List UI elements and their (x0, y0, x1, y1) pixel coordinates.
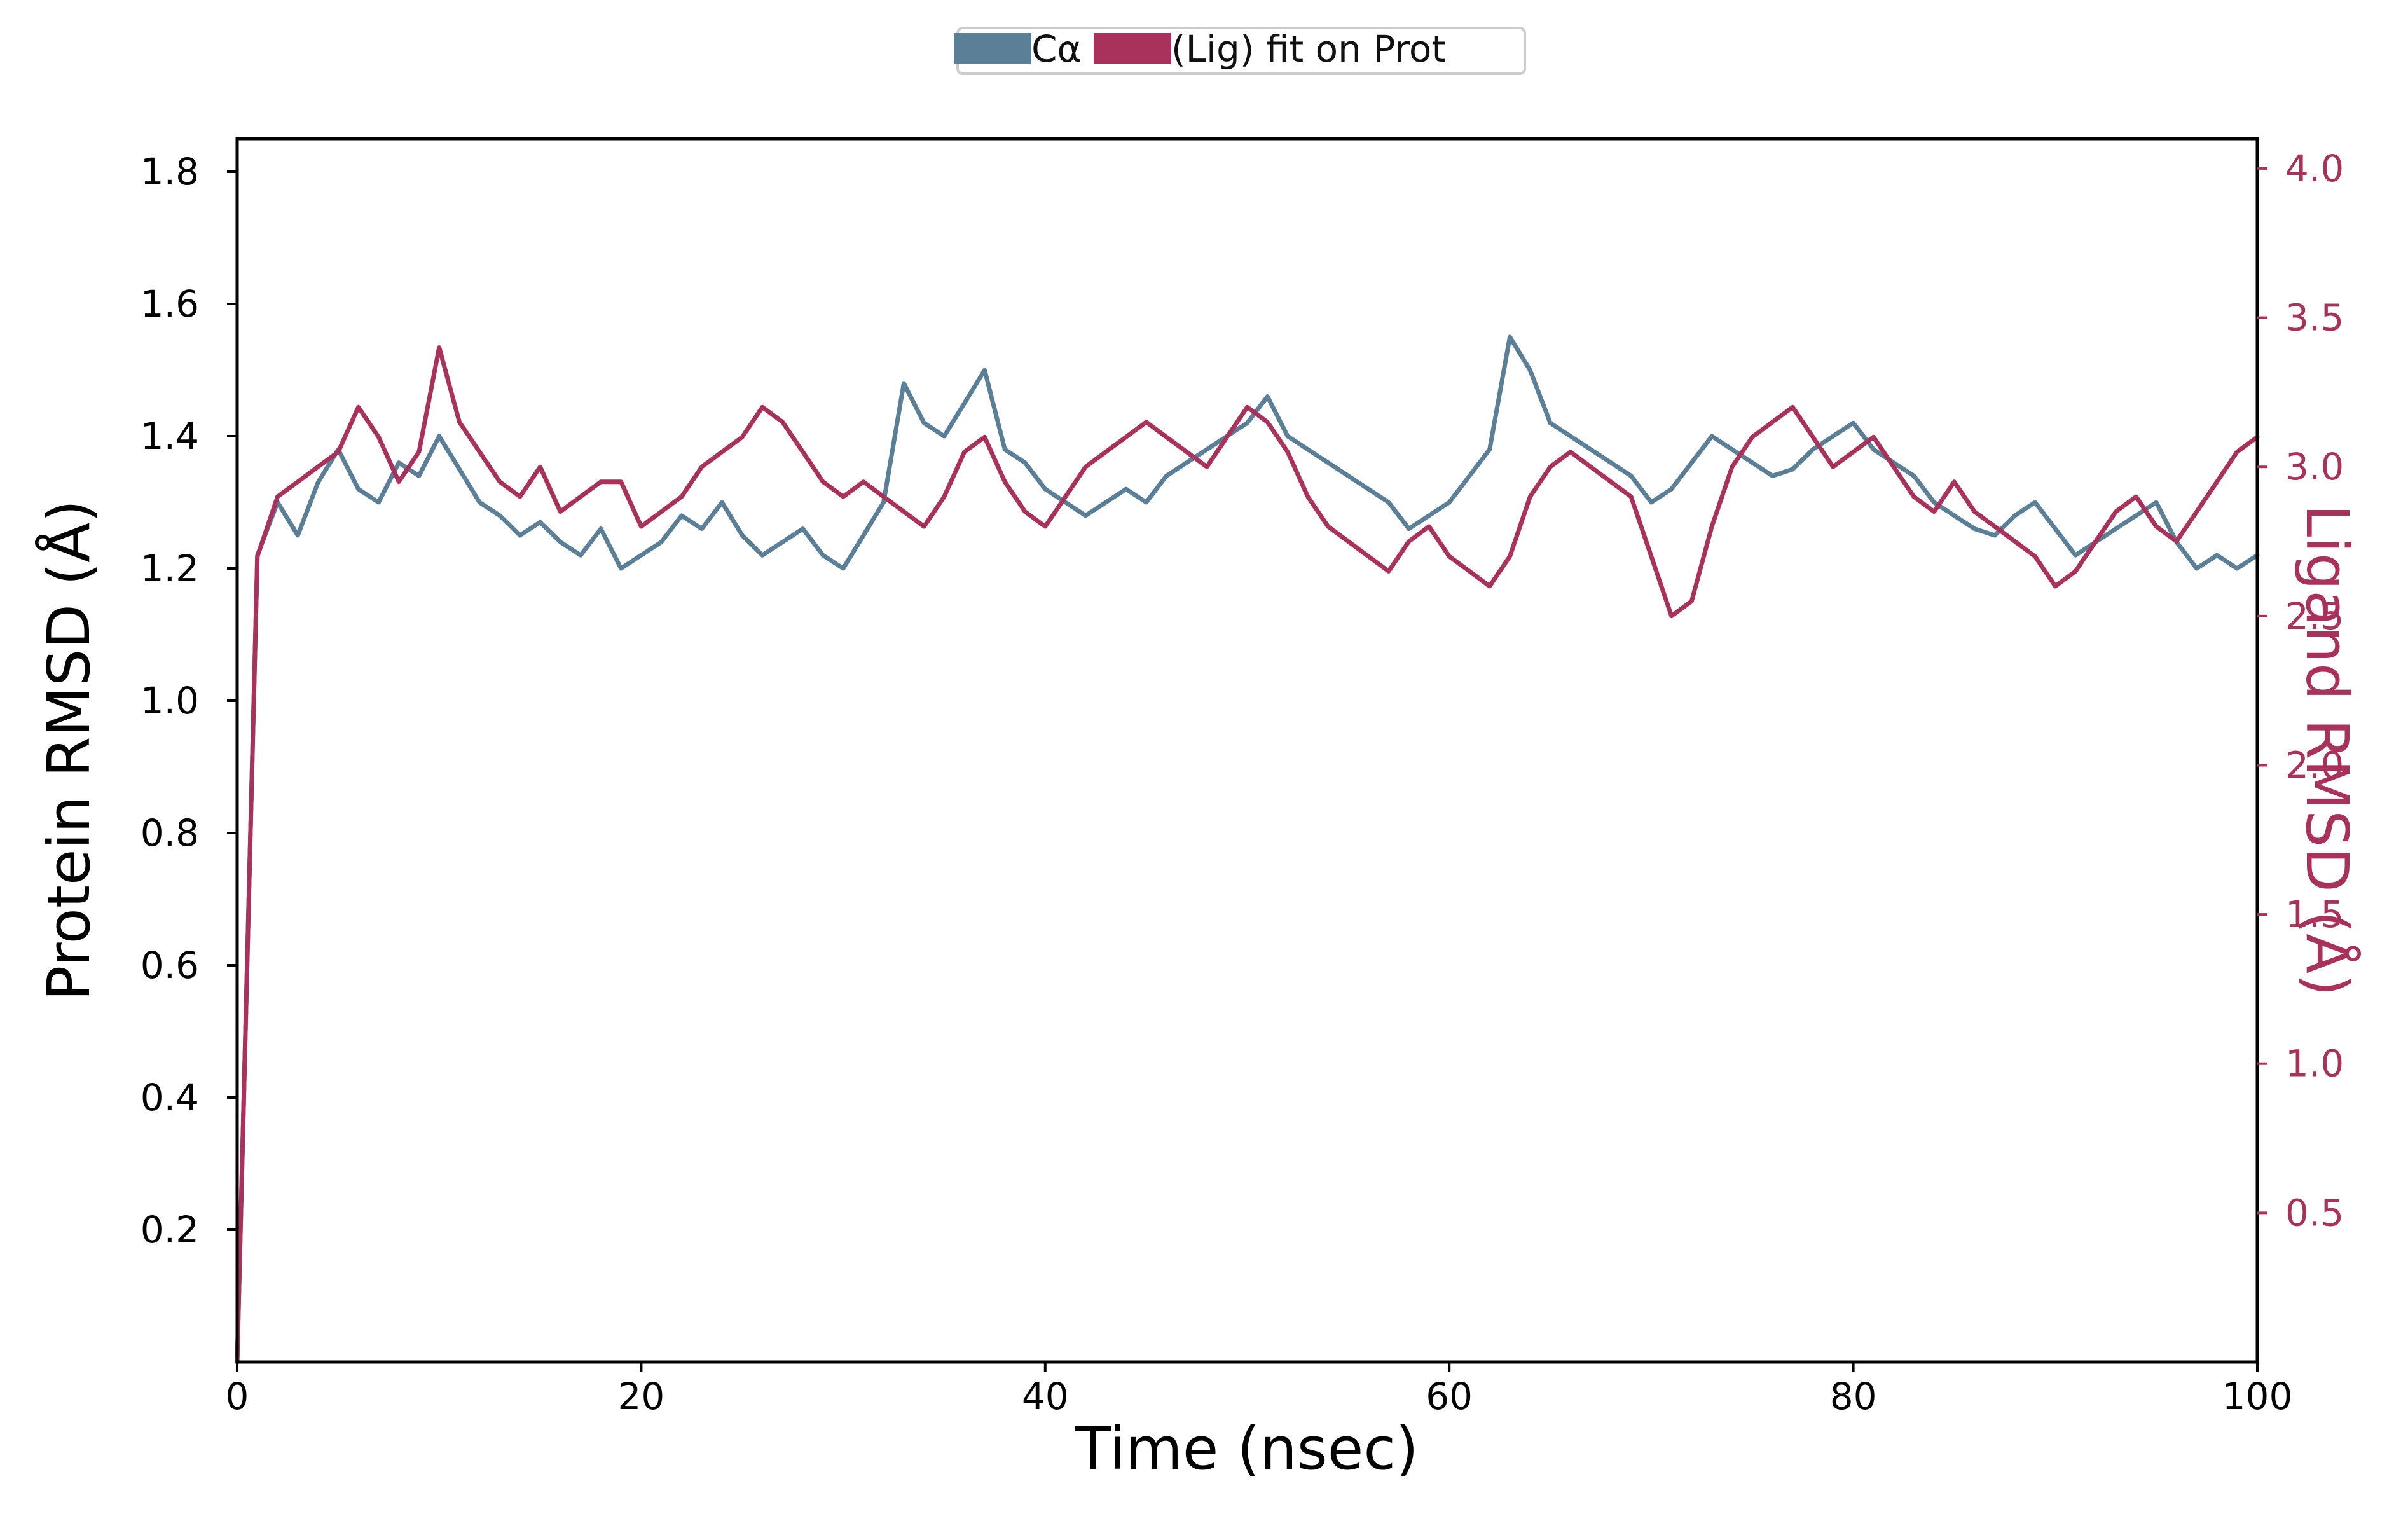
x-tick-label: 60 (1426, 1375, 1473, 1418)
y-axis-left: 0.2 0.4 0.6 0.8 1.0 1.2 1.4 1.6 1.8 (141, 150, 237, 1251)
x-tick-label: 40 (1022, 1375, 1069, 1418)
legend-swatch-ca (954, 33, 1031, 64)
x-tick-label: 100 (2222, 1375, 2293, 1418)
y-axis-right: 0.5 1.0 1.5 2.0 2.5 3.0 3.5 4.0 (2257, 147, 2344, 1234)
series-line-ligand (235, 345, 2260, 1365)
y-axis-left-label: Protein RMSD (Å) (34, 500, 103, 1001)
y-left-tick-label: 1.0 (141, 679, 199, 722)
series-layer (235, 334, 2260, 1365)
y-left-tick-label: 1.6 (141, 282, 199, 326)
y-right-tick-label: 3.5 (2285, 296, 2344, 340)
legend: Cα (Lig) fit on Prot (954, 27, 1526, 75)
legend-swatch-ligand (1094, 33, 1171, 64)
legend-label-ca: Cα (1031, 27, 1082, 71)
x-axis-label: Time (nsec) (1075, 1415, 1419, 1483)
x-axis: 0 20 40 60 80 100 (226, 1362, 2293, 1418)
y-right-tick-label: 1.5 (2285, 893, 2344, 936)
y-right-tick-label: 1.0 (2285, 1042, 2344, 1085)
y-left-tick-label: 0.8 (141, 811, 199, 855)
y-left-tick-label: 1.4 (141, 415, 199, 458)
y-left-tick-label: 1.2 (141, 547, 199, 590)
plot-frame (235, 137, 2259, 1364)
y-left-tick-label: 1.8 (141, 150, 199, 193)
x-tick-label: 80 (1830, 1375, 1877, 1418)
legend-label-ligand: (Lig) fit on Prot (1171, 27, 1446, 71)
y-right-tick-label: 3.0 (2285, 445, 2344, 488)
y-right-tick-label: 4.0 (2285, 147, 2344, 190)
x-tick-label: 0 (226, 1375, 249, 1418)
y-right-tick-label: 0.5 (2285, 1191, 2344, 1234)
y-right-tick-label: 2.0 (2285, 743, 2344, 787)
y-left-tick-label: 0.6 (141, 944, 199, 987)
series-line-ca (235, 334, 2260, 1365)
y-left-tick-label: 0.2 (141, 1208, 199, 1251)
y-axis-right-label: Ligand RMSD (Å) (2293, 504, 2362, 996)
x-tick-label: 20 (617, 1375, 664, 1418)
y-left-tick-label: 0.4 (141, 1076, 199, 1119)
y-right-tick-label: 2.5 (2285, 595, 2344, 638)
